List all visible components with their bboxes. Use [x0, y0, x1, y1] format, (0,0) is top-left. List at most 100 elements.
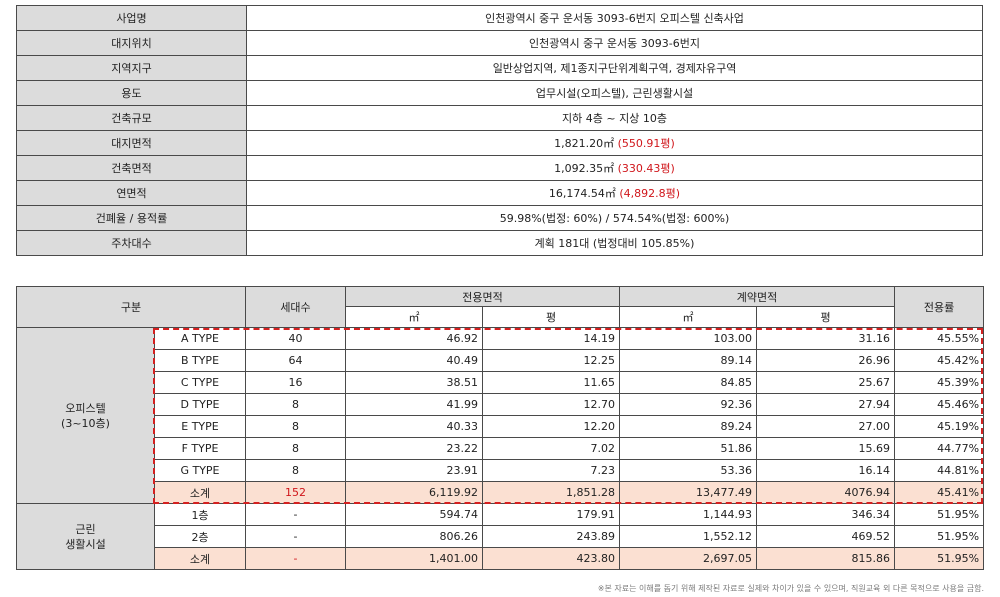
- info-value: 계획 181대 (법정대비 105.85%): [534, 237, 695, 250]
- units-cell: 64: [245, 349, 346, 372]
- info-value-cell: 계획 181대 (법정대비 105.85%): [246, 230, 983, 256]
- exclusive-sqm-cell: 594.74: [345, 503, 483, 526]
- contract-sqm-cell: 89.14: [619, 349, 758, 372]
- units-cell: 8: [245, 459, 346, 482]
- info-value: 업무시설(오피스텔), 근린생활시설: [535, 87, 694, 100]
- info-row: 연면적 16,174.54㎡ (4,892.8평): [16, 180, 983, 206]
- retail-group-label: 근린 생활시설: [16, 503, 155, 570]
- info-label: 건축규모: [16, 105, 247, 131]
- exclusive-pyeong-cell: 12.25: [481, 349, 621, 372]
- info-value-cell: 59.98%(법정: 60%) / 574.54%(법정: 600%): [246, 205, 983, 231]
- exclusive-sqm-cell: 23.91: [345, 459, 483, 482]
- officetel-row: E TYPE 8 40.33 12.20 89.24 27.00 45.19%: [17, 415, 985, 438]
- info-label: 건폐율 / 용적률: [16, 205, 247, 231]
- contract-pyeong-cell: 815.86: [756, 547, 896, 570]
- officetel-row: C TYPE 16 38.51 11.65 84.85 25.67 45.39%: [17, 371, 985, 394]
- exclusive-pyeong-cell: 14.19: [481, 327, 621, 350]
- info-value-pyeong: (4,892.8평): [619, 187, 681, 200]
- info-label: 건축면적: [16, 155, 247, 181]
- exclusive-ratio-cell: 45.41%: [894, 481, 985, 504]
- contract-sqm-cell: 103.00: [619, 327, 758, 350]
- contract-pyeong-cell: 15.69: [756, 437, 896, 460]
- exclusive-pyeong-cell: 179.91: [481, 503, 621, 526]
- officetel-row: G TYPE 8 23.91 7.23 53.36 16.14 44.81%: [17, 459, 985, 482]
- exclusive-pyeong-cell: 243.89: [481, 525, 621, 548]
- info-row: 지역지구 일반상업지역, 제1종지구단위계획구역, 경제자유구역: [16, 55, 983, 81]
- exclusive-pyeong-cell: 12.70: [481, 393, 621, 416]
- header-exclusive-sqm: ㎡: [345, 306, 483, 328]
- type-cell: F TYPE: [154, 437, 246, 460]
- info-row: 건축면적 1,092.35㎡ (330.43평): [16, 155, 983, 181]
- units-cell: 8: [245, 393, 346, 416]
- info-label: 대지위치: [16, 30, 247, 56]
- type-cell: D TYPE: [154, 393, 246, 416]
- exclusive-pyeong-cell: 11.65: [481, 371, 621, 394]
- info-label: 대지면적: [16, 130, 247, 156]
- header-contract-sqm: ㎡: [619, 306, 758, 328]
- header-row-1: 구분 세대수 전용면적 계약면적 전용률: [16, 286, 985, 328]
- officetel-row: 오피스텔 (3~10층) A TYPE 40 46.92 14.19 103.00 31.1…: [16, 327, 985, 504]
- exclusive-sqm-cell: 46.92: [345, 327, 483, 350]
- contract-pyeong-cell: 25.67: [756, 371, 896, 394]
- info-value-cell: 16,174.54㎡ (4,892.8평): [246, 180, 983, 206]
- unit-area-table: 구분 세대수 전용면적 계약면적 전용률 ㎡ 평 ㎡ 평 오피스텔 (3~10층…: [16, 286, 985, 570]
- info-value-cell: 1,821.20㎡ (550.91평): [246, 130, 983, 156]
- info-row: 건폐율 / 용적률 59.98%(법정: 60%) / 574.54%(법정: 6…: [16, 205, 983, 231]
- officetel-row: F TYPE 8 23.22 7.02 51.86 15.69 44.77%: [17, 437, 985, 460]
- exclusive-pyeong-cell: 7.02: [481, 437, 621, 460]
- header-category: 구분: [16, 286, 246, 328]
- info-row: 대지면적 1,821.20㎡ (550.91평): [16, 130, 983, 156]
- header-row-2: ㎡ 평 ㎡ 평: [17, 306, 984, 328]
- officetel-subtotal-row: 소계 152 6,119.92 1,851.28 13,477.49 4076.94 45.…: [17, 481, 985, 504]
- type-cell: 소계: [154, 547, 246, 570]
- units-cell: 16: [245, 371, 346, 394]
- exclusive-sqm-cell: 38.51: [345, 371, 483, 394]
- exclusive-sqm-cell: 6,119.92: [345, 481, 483, 504]
- contract-sqm-cell: 1,144.93: [619, 503, 758, 526]
- exclusive-ratio-cell: 45.42%: [894, 349, 985, 372]
- exclusive-sqm-cell: 40.49: [345, 349, 483, 372]
- info-value: 인천광역시 중구 운서동 3093-6번지 오피스텔 신축사업: [485, 12, 744, 25]
- info-value-cell: 인천광역시 중구 운서동 3093-6번지 오피스텔 신축사업: [246, 5, 983, 31]
- type-cell: G TYPE: [154, 459, 246, 482]
- info-label: 사업명: [16, 5, 247, 31]
- exclusive-ratio-cell: 45.46%: [894, 393, 985, 416]
- contract-sqm-cell: 53.36: [619, 459, 758, 482]
- exclusive-ratio-cell: 45.19%: [894, 415, 985, 438]
- info-value: 16,174.54㎡: [548, 187, 620, 200]
- info-row: 대지위치 인천광역시 중구 운서동 3093-6번지: [16, 30, 983, 56]
- contract-pyeong-cell: 26.96: [756, 349, 896, 372]
- contract-pyeong-cell: 469.52: [756, 525, 896, 548]
- contract-sqm-cell: 89.24: [619, 415, 758, 438]
- info-value-cell: 1,092.35㎡ (330.43평): [246, 155, 983, 181]
- contract-sqm-cell: 13,477.49: [619, 481, 758, 504]
- info-row: 건축규모 지하 4층 ~ 지상 10층: [16, 105, 983, 131]
- info-value: 지하 4층 ~ 지상 10층: [562, 112, 667, 125]
- exclusive-ratio-cell: 51.95%: [894, 525, 985, 548]
- header-exclusive-ratio: 전용률: [894, 286, 985, 328]
- contract-pyeong-cell: 346.34: [756, 503, 896, 526]
- type-cell: 소계: [154, 481, 246, 504]
- exclusive-ratio-cell: 44.77%: [894, 437, 985, 460]
- type-cell: A TYPE: [154, 327, 246, 350]
- info-row: 주차대수 계획 181대 (법정대비 105.85%): [16, 230, 983, 256]
- header-contract-area: 계약면적: [619, 286, 896, 307]
- info-label: 지역지구: [16, 55, 247, 81]
- type-cell: B TYPE: [154, 349, 246, 372]
- header-contract-pyeong: 평: [756, 306, 896, 328]
- info-value: 59.98%(법정: 60%) / 574.54%(법정: 600%): [499, 212, 730, 225]
- header-exclusive-pyeong: 평: [481, 306, 621, 328]
- exclusive-sqm-cell: 23.22: [345, 437, 483, 460]
- officetel-row: B TYPE 64 40.49 12.25 89.14 26.96 45.42%: [17, 349, 985, 372]
- header-units: 세대수: [245, 286, 346, 328]
- exclusive-ratio-cell: 51.95%: [894, 547, 985, 570]
- contract-pyeong-cell: 31.16: [756, 327, 896, 350]
- contract-pyeong-cell: 16.14: [756, 459, 896, 482]
- retail-subtotal-row: 소계 -1,401.00 423.80 2,697.05 815.86 51.95%: [17, 547, 985, 570]
- units-cell: -: [245, 547, 346, 570]
- exclusive-ratio-cell: 45.39%: [894, 371, 985, 394]
- units-cell: 152: [245, 481, 346, 504]
- exclusive-ratio-cell: 44.81%: [894, 459, 985, 482]
- officetel-row: D TYPE 8 41.99 12.70 92.36 27.94 45.46%: [17, 393, 985, 416]
